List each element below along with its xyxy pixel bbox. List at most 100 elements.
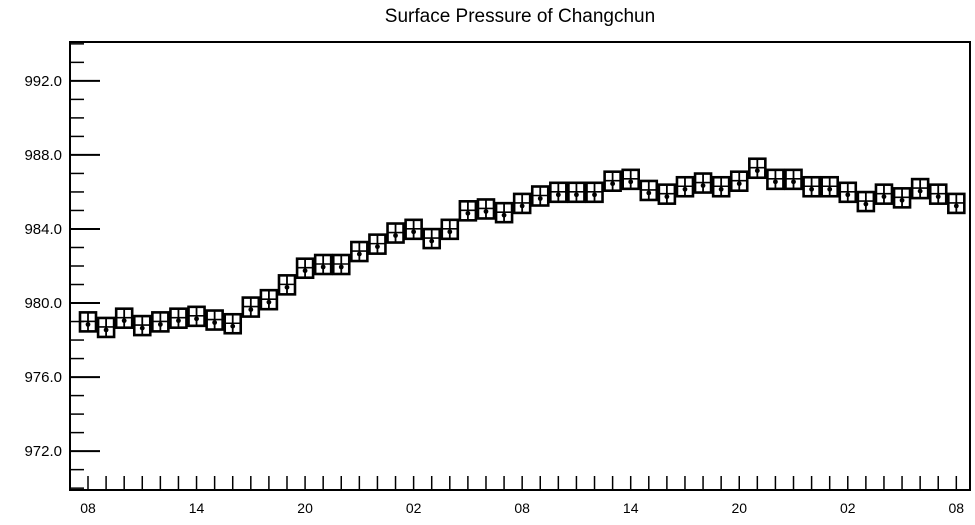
- box-marker-point: [646, 190, 652, 196]
- box-marker-point: [320, 264, 326, 270]
- box-marker-point: [139, 325, 145, 331]
- box-marker-point: [845, 192, 851, 198]
- box-marker-point: [592, 192, 597, 198]
- box-marker-point: [411, 229, 417, 235]
- box-marker: [440, 218, 460, 241]
- box-marker-point: [736, 181, 742, 187]
- x-tick-label: 20: [731, 500, 747, 516]
- box-marker: [621, 168, 641, 191]
- box-marker: [766, 168, 785, 191]
- x-tick-label: 08: [514, 500, 530, 516]
- box-marker-point: [483, 209, 489, 214]
- y-tick-label: 988.0: [24, 147, 62, 164]
- box-marker-point: [791, 179, 796, 185]
- box-marker-point: [465, 210, 471, 216]
- box-marker: [313, 253, 333, 276]
- x-tick-label: 20: [297, 500, 313, 516]
- box-marker: [910, 177, 930, 200]
- box-marker: [784, 168, 803, 191]
- x-tick-label: 14: [623, 500, 639, 516]
- box-marker-point: [917, 188, 923, 194]
- x-tick-label: 14: [189, 500, 205, 516]
- box-marker: [856, 190, 876, 213]
- box-marker: [241, 296, 261, 318]
- x-tick-label: 02: [840, 500, 856, 516]
- box-marker: [458, 200, 478, 222]
- box-marker: [748, 157, 767, 180]
- box-marker-point: [266, 299, 272, 305]
- plot-frame: [69, 41, 971, 491]
- box-marker-point: [628, 179, 634, 185]
- box-marker-point: [827, 186, 833, 192]
- box-marker-point: [284, 284, 290, 290]
- box-marker: [350, 240, 369, 263]
- box-marker: [277, 274, 297, 296]
- box-marker: [187, 305, 206, 328]
- box-marker: [114, 307, 134, 329]
- box-marker-point: [248, 307, 254, 312]
- box-marker: [169, 307, 188, 329]
- box-marker-point: [935, 194, 941, 200]
- chart-title: Surface Pressure of Changchun: [385, 6, 655, 27]
- y-tick-label: 972.0: [24, 443, 62, 460]
- box-marker: [802, 175, 821, 198]
- box-marker-point: [212, 320, 218, 325]
- box-marker-point: [103, 327, 109, 333]
- box-marker-point: [773, 179, 778, 185]
- box-marker-point: [555, 192, 561, 198]
- box-marker-point: [519, 203, 525, 209]
- box-marker: [331, 253, 351, 276]
- y-tick-label: 980.0: [24, 295, 62, 312]
- box-marker: [259, 288, 279, 311]
- box-marker: [657, 183, 677, 205]
- box-marker-point: [537, 196, 543, 201]
- box-marker-point: [610, 181, 616, 187]
- box-marker: [892, 187, 912, 209]
- box-marker: [512, 192, 532, 215]
- box-marker: [223, 312, 243, 335]
- box-marker: [295, 257, 315, 280]
- box-marker-point: [447, 229, 453, 235]
- box-marker: [567, 181, 586, 204]
- y-tick-label: 992.0: [24, 73, 62, 90]
- box-marker: [838, 181, 858, 204]
- box-marker: [494, 201, 514, 224]
- y-tick-label: 976.0: [24, 369, 62, 386]
- x-tick-label: 08: [80, 500, 96, 516]
- box-marker: [820, 175, 839, 198]
- box-marker-point: [863, 201, 869, 207]
- data-marks: [78, 157, 966, 339]
- box-marker-point: [682, 186, 688, 192]
- box-marker-point: [338, 264, 344, 270]
- box-marker: [205, 309, 224, 331]
- box-marker-point: [700, 183, 706, 188]
- box-marker: [947, 192, 966, 215]
- box-marker-point: [375, 244, 380, 250]
- box-marker: [729, 170, 749, 192]
- box-marker: [675, 175, 695, 198]
- box-marker-point: [809, 186, 814, 192]
- box-marker: [585, 181, 604, 204]
- box-marker: [639, 179, 659, 202]
- box-marker: [96, 316, 116, 339]
- box-marker: [422, 227, 442, 250]
- y-axis: 992.0 988.0 984.0 980.0 976.0 972.0: [24, 43, 100, 489]
- box-marker-point: [574, 192, 579, 198]
- box-marker-point: [953, 203, 959, 209]
- box-marker: [711, 175, 731, 198]
- box-marker-point: [302, 268, 308, 274]
- box-marker: [368, 233, 387, 255]
- box-marker-point: [501, 212, 507, 218]
- box-marker: [476, 198, 496, 220]
- box-marker-point: [176, 318, 181, 324]
- box-marker-point: [393, 233, 398, 238]
- x-tick-label: 02: [406, 500, 422, 516]
- box-marker: [404, 218, 423, 241]
- box-marker-point: [230, 323, 236, 329]
- y-tick-label: 984.0: [24, 221, 62, 238]
- box-marker: [874, 183, 894, 205]
- box-marker: [549, 181, 568, 204]
- box-marker-point: [881, 194, 887, 200]
- box-marker-point: [85, 321, 91, 327]
